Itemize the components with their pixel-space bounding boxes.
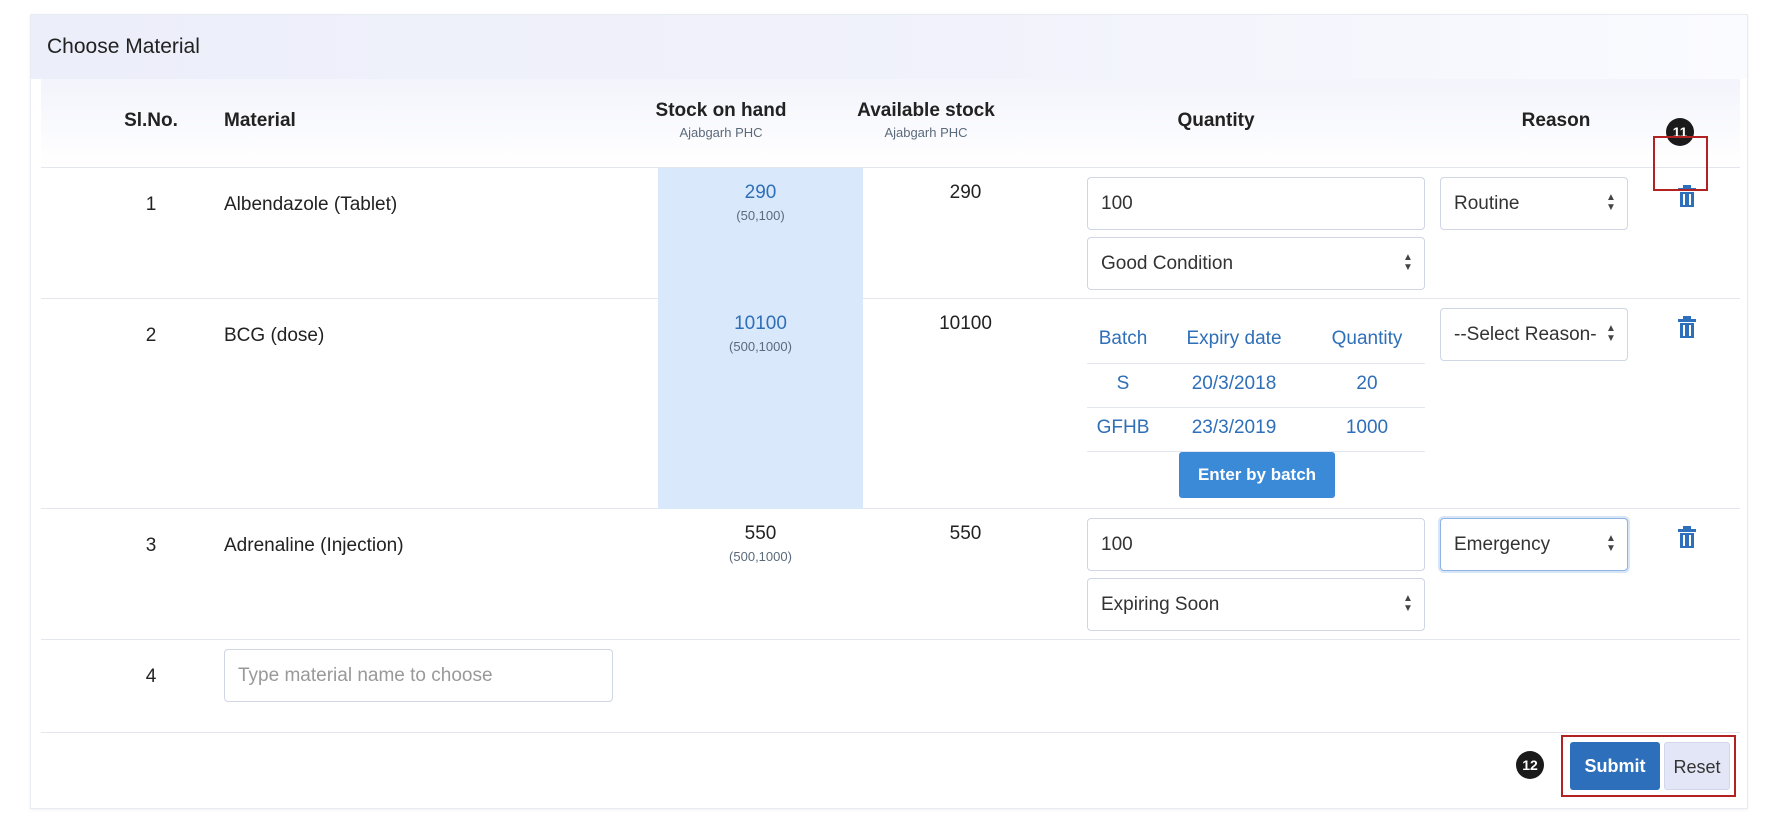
table-row: 4 Type material name to choose [41, 640, 1740, 733]
batch-cell-quantity: 1000 [1345, 417, 1389, 438]
stock-range: (500,1000) [729, 339, 792, 354]
header-stock-on-hand: Stock on hand [655, 100, 787, 121]
header-material: Material [224, 110, 296, 131]
annotation-highlight-delete [1653, 136, 1708, 191]
reason-select[interactable]: --Select Reason- ▲ ▼ [1440, 308, 1628, 361]
divider [1087, 451, 1425, 452]
divider [1087, 407, 1425, 408]
batch-cell-quantity: 20 [1356, 373, 1378, 394]
condition-select-value: Expiring Soon [1101, 594, 1220, 615]
row-slno: 3 [145, 535, 157, 556]
available-stock-value: 10100 [939, 313, 992, 334]
header-stock-on-hand-sub: Ajabgarh PHC [679, 125, 763, 140]
row-material: BCG (dose) [224, 325, 325, 346]
batch-table: Batch Expiry date Quantity S 20/3/2018 2… [1087, 299, 1425, 509]
reason-select-value: Emergency [1454, 534, 1551, 555]
row-slno: 2 [145, 325, 157, 346]
panel-title: Choose Material [47, 35, 200, 58]
table-header: Sl.No. Material Stock on hand Ajabgarh P… [41, 79, 1740, 168]
reset-button[interactable]: Reset [1664, 742, 1730, 790]
batch-cell-expiry: 20/3/2018 [1191, 373, 1277, 394]
quantity-input[interactable]: 100 [1087, 518, 1425, 571]
stock-on-hand-cell [658, 168, 863, 299]
stock-range: (500,1000) [729, 549, 792, 564]
reason-select[interactable]: Routine ▲ ▼ [1440, 177, 1628, 230]
batch-cell-batch: S [1116, 373, 1130, 394]
header-slno: Sl.No. [124, 110, 178, 131]
batch-cell-batch: GFHB [1096, 417, 1150, 438]
quantity-input[interactable]: 100 [1087, 177, 1425, 230]
stock-on-hand-value: 10100 [734, 313, 787, 334]
reason-select-value: --Select Reason- [1454, 324, 1597, 345]
chevron-updown-icon: ▲ ▼ [1606, 533, 1616, 554]
header-available-stock: Available stock [857, 100, 995, 121]
table-row: 2 BCG (dose) 10100 (500,1000) 10100 Batc… [41, 299, 1740, 509]
header-reason: Reason [1521, 110, 1591, 131]
panel-header: Choose Material [31, 15, 1747, 79]
table-row: 1 Albendazole (Tablet) 290 (50,100) 290 … [41, 168, 1740, 299]
table-row: 3 Adrenaline (Injection) 550 (500,1000) … [41, 509, 1740, 640]
chevron-updown-icon: ▲ ▼ [1403, 593, 1413, 614]
row-slno: 1 [145, 194, 157, 215]
batch-header-expiry: Expiry date [1186, 328, 1282, 349]
reason-select[interactable]: Emergency ▲ ▼ [1440, 518, 1628, 571]
header-quantity: Quantity [1177, 110, 1255, 131]
stock-range: (50,100) [736, 208, 785, 223]
enter-by-batch-button[interactable]: Enter by batch [1179, 452, 1335, 498]
annotation-badge-12: 12 [1516, 751, 1544, 779]
available-stock-value: 290 [949, 182, 982, 203]
condition-select-value: Good Condition [1101, 253, 1234, 274]
submit-button[interactable]: Submit [1570, 742, 1660, 790]
stock-on-hand-cell [658, 299, 863, 509]
available-stock-value: 550 [949, 523, 982, 544]
row-slno: 4 [145, 666, 157, 687]
material-search-input[interactable]: Type material name to choose [224, 649, 613, 702]
choose-material-panel: Choose Material Sl.No. Material Stock on… [30, 14, 1748, 809]
annotation-highlight-actions [1561, 735, 1736, 797]
chevron-updown-icon: ▲ ▼ [1606, 192, 1616, 213]
stock-on-hand-value: 550 [744, 523, 777, 544]
header-available-stock-sub: Ajabgarh PHC [884, 125, 968, 140]
stock-on-hand-value: 290 [744, 182, 777, 203]
chevron-updown-icon: ▲ ▼ [1403, 252, 1413, 273]
trash-icon[interactable] [1677, 526, 1697, 550]
batch-cell-expiry: 23/3/2019 [1191, 417, 1277, 438]
batch-header-quantity: Quantity [1331, 328, 1403, 349]
row-material: Adrenaline (Injection) [224, 535, 404, 556]
chevron-updown-icon: ▲ ▼ [1606, 323, 1616, 344]
trash-icon[interactable] [1677, 316, 1697, 340]
condition-select[interactable]: Expiring Soon ▲ ▼ [1087, 578, 1425, 631]
reason-select-value: Routine [1454, 193, 1520, 214]
batch-header-batch: Batch [1098, 328, 1148, 349]
condition-select[interactable]: Good Condition ▲ ▼ [1087, 237, 1425, 290]
row-material: Albendazole (Tablet) [224, 194, 398, 215]
divider [1087, 363, 1425, 364]
